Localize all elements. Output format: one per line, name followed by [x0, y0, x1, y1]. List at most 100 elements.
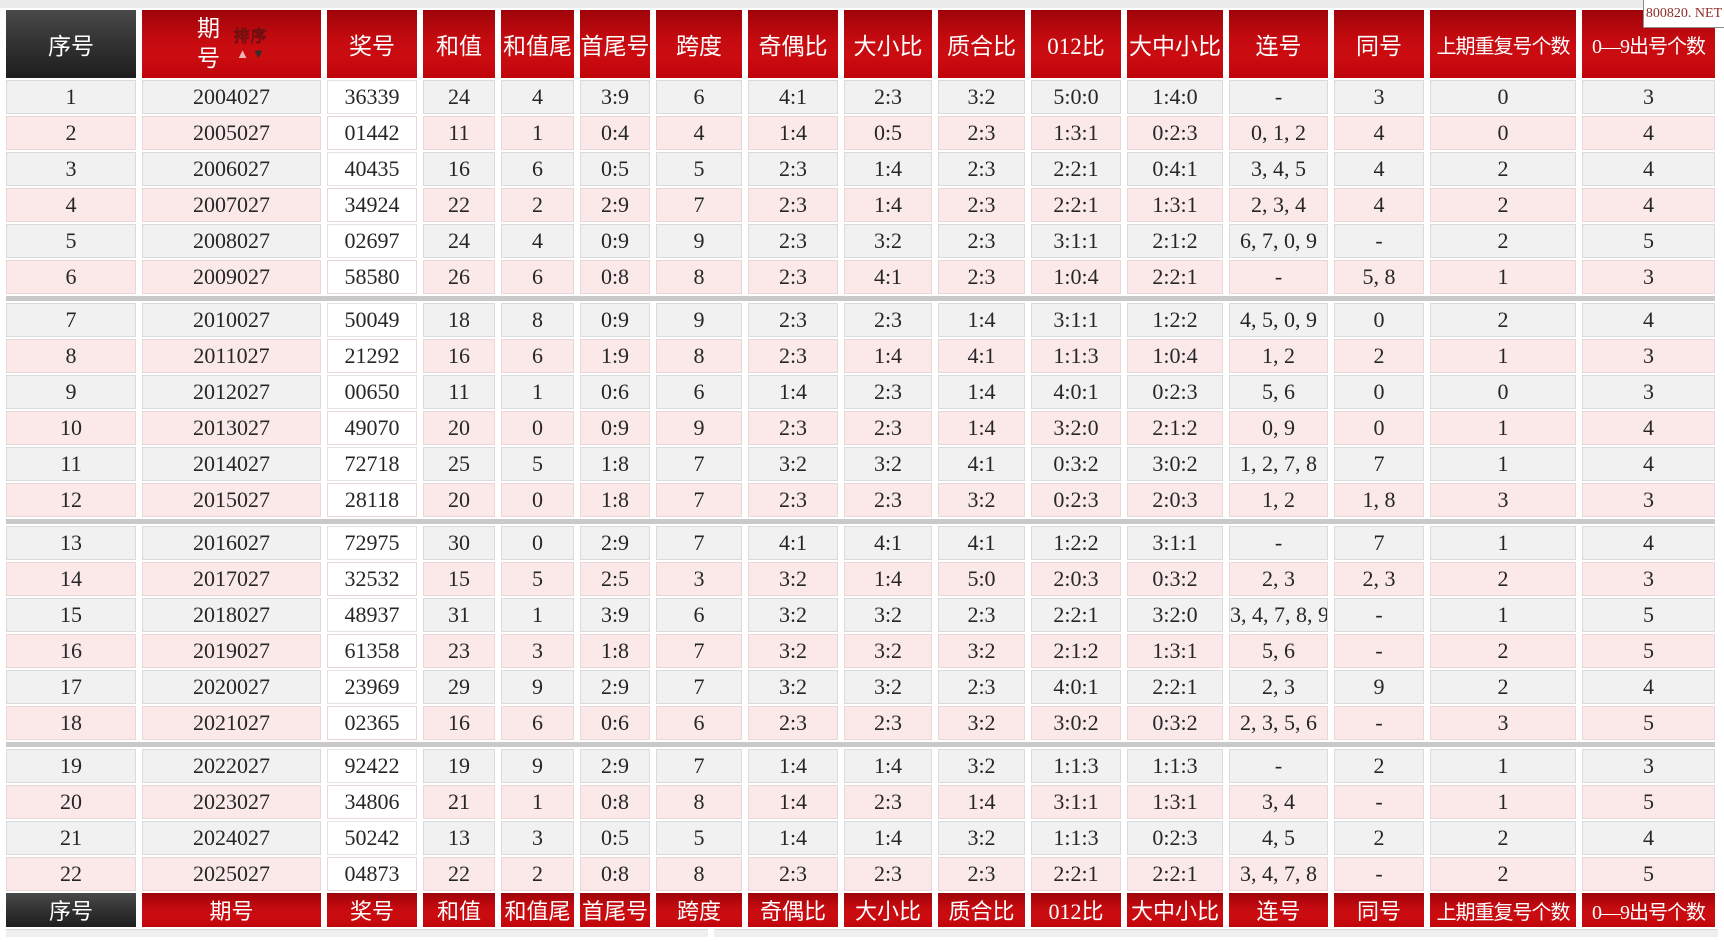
- cell-qihao: 2009027: [142, 260, 321, 294]
- cell-tonghao: 2: [1334, 821, 1424, 855]
- cell-tonghao: -: [1334, 857, 1424, 891]
- cell-kuadu: 8: [656, 339, 742, 373]
- cell-xuhao: 20: [6, 785, 136, 819]
- cell-tonghao: 0: [1334, 303, 1424, 337]
- cell-chuhaogeshu: 5: [1582, 634, 1715, 668]
- cell-hezhi: 21: [423, 785, 495, 819]
- table-row: 8 2011027 21292 16 6 1:9 8 2:3 1:4 4:1 1:1:3 1:0:4 1…: [6, 339, 1715, 373]
- group-separator: [6, 296, 1715, 301]
- cell-chuhaogeshu: 5: [1582, 785, 1715, 819]
- column-header-kuadu: 跨度: [656, 893, 742, 927]
- cell-bi012: 0:3:2: [1031, 447, 1121, 481]
- watermark: 800820. NET: [1643, 0, 1724, 28]
- cell-lianhao: 5, 6: [1229, 634, 1328, 668]
- column-header-bi012: 012比: [1031, 10, 1121, 78]
- cell-tonghao: 2: [1334, 339, 1424, 373]
- sort-asc-icon[interactable]: ▲: [236, 45, 249, 61]
- cell-jioubi: 2:3: [748, 303, 838, 337]
- column-header-daxiaobi: 大小比: [844, 10, 932, 78]
- cell-shouweihao: 2:9: [580, 526, 650, 560]
- cell-bi012: 4:0:1: [1031, 670, 1121, 704]
- cell-hezhiwei: 1: [501, 375, 574, 409]
- cell-xuhao: 10: [6, 411, 136, 445]
- cell-bi012: 2:1:2: [1031, 634, 1121, 668]
- cell-xuhao: 15: [6, 598, 136, 632]
- cell-dazhongxiaobi: 0:3:2: [1127, 706, 1223, 740]
- cell-lianhao: 2, 3: [1229, 562, 1328, 596]
- cell-jianghao: 50049: [327, 303, 417, 337]
- cell-hezhiwei: 6: [501, 339, 574, 373]
- cell-jioubi: 2:3: [748, 152, 838, 186]
- table-row: 1 2004027 36339 24 4 3:9 6 4:1 2:3 3:2 5:0:0 1:4:0-…: [6, 80, 1715, 114]
- cell-bi012: 2:2:1: [1031, 152, 1121, 186]
- cell-dazhongxiaobi: 0:2:3: [1127, 116, 1223, 150]
- table-footer: 序号 期号 奖号 和值 和值尾 首尾号 跨度 奇偶比 大小比 质合比 012比 大中小比 连号 同号 上期重…: [6, 893, 1715, 927]
- cell-hezhi: 31: [423, 598, 495, 632]
- cell-shangqichongfu: 2: [1430, 303, 1576, 337]
- cell-dazhongxiaobi: 1:3:1: [1127, 188, 1223, 222]
- cell-jioubi: 4:1: [748, 80, 838, 114]
- cell-shouweihao: 3:9: [580, 80, 650, 114]
- cell-tonghao: 1, 8: [1334, 483, 1424, 517]
- cell-bi012: 3:0:2: [1031, 706, 1121, 740]
- cell-tonghao: -: [1334, 634, 1424, 668]
- cell-dazhongxiaobi: 1:1:3: [1127, 749, 1223, 783]
- cell-jianghao: 04873: [327, 857, 417, 891]
- cell-shouweihao: 0:6: [580, 706, 650, 740]
- cell-tonghao: 2, 3: [1334, 562, 1424, 596]
- cell-zhihebi: 3:2: [938, 821, 1025, 855]
- cell-qihao: 2022027: [142, 749, 321, 783]
- cell-tonghao: 4: [1334, 188, 1424, 222]
- cell-jianghao: 50242: [327, 821, 417, 855]
- cell-zhihebi: 2:3: [938, 857, 1025, 891]
- cell-hezhi: 20: [423, 483, 495, 517]
- cell-shouweihao: 2:9: [580, 749, 650, 783]
- cell-shouweihao: 1:8: [580, 483, 650, 517]
- cell-chuhaogeshu: 5: [1582, 224, 1715, 258]
- cell-zhihebi: 3:2: [938, 80, 1025, 114]
- cell-hezhi: 22: [423, 857, 495, 891]
- cell-hezhi: 11: [423, 116, 495, 150]
- cell-daxiaobi: 1:4: [844, 562, 932, 596]
- cell-kuadu: 3: [656, 562, 742, 596]
- cell-shangqichongfu: 1: [1430, 260, 1576, 294]
- cell-kuadu: 5: [656, 821, 742, 855]
- cell-daxiaobi: 3:2: [844, 670, 932, 704]
- group-separator: [6, 742, 1715, 747]
- cell-shangqichongfu: 3: [1430, 483, 1576, 517]
- column-header-kuadu: 跨度: [656, 10, 742, 78]
- cell-kuadu: 7: [656, 526, 742, 560]
- header-row: 序号 期号 排序 ▲ ▼ 奖号 和值 和值尾 首尾号 跨度 奇偶比 大小比 质合比 012比 大中小比 连号同…: [6, 10, 1715, 78]
- next-section-cell: [714, 929, 1718, 937]
- cell-qihao: 2020027: [142, 670, 321, 704]
- cell-jianghao: 58580: [327, 260, 417, 294]
- cell-jianghao: 72718: [327, 447, 417, 481]
- sort-control[interactable]: 排序 ▲ ▼: [233, 28, 267, 61]
- cell-hezhiwei: 9: [501, 670, 574, 704]
- cell-qihao: 2014027: [142, 447, 321, 481]
- cell-dazhongxiaobi: 0:2:3: [1127, 375, 1223, 409]
- cell-shouweihao: 0:9: [580, 224, 650, 258]
- cell-daxiaobi: 2:3: [844, 857, 932, 891]
- cell-bi012: 0:2:3: [1031, 483, 1121, 517]
- cell-hezhiwei: 5: [501, 562, 574, 596]
- lottery-table: 序号 期号 排序 ▲ ▼ 奖号 和值 和值尾 首尾号 跨度 奇偶比 大小比 质合比 012比 大中小比 连号同…: [0, 8, 1721, 929]
- cell-xuhao: 12: [6, 483, 136, 517]
- cell-tonghao: 9: [1334, 670, 1424, 704]
- cell-daxiaobi: 3:2: [844, 224, 932, 258]
- cell-zhihebi: 2:3: [938, 188, 1025, 222]
- cell-bi012: 3:2:0: [1031, 411, 1121, 445]
- cell-bi012: 4:0:1: [1031, 375, 1121, 409]
- cell-bi012: 1:1:3: [1031, 339, 1121, 373]
- cell-kuadu: 8: [656, 260, 742, 294]
- cell-zhihebi: 2:3: [938, 224, 1025, 258]
- cell-daxiaobi: 2:3: [844, 785, 932, 819]
- cell-hezhiwei: 5: [501, 447, 574, 481]
- cell-chuhaogeshu: 5: [1582, 706, 1715, 740]
- cell-lianhao: 2, 3: [1229, 670, 1328, 704]
- cell-shouweihao: 0:5: [580, 821, 650, 855]
- cell-jioubi: 2:3: [748, 706, 838, 740]
- cell-qihao: 2013027: [142, 411, 321, 445]
- cell-qihao: 2018027: [142, 598, 321, 632]
- sort-desc-icon[interactable]: ▼: [251, 45, 265, 61]
